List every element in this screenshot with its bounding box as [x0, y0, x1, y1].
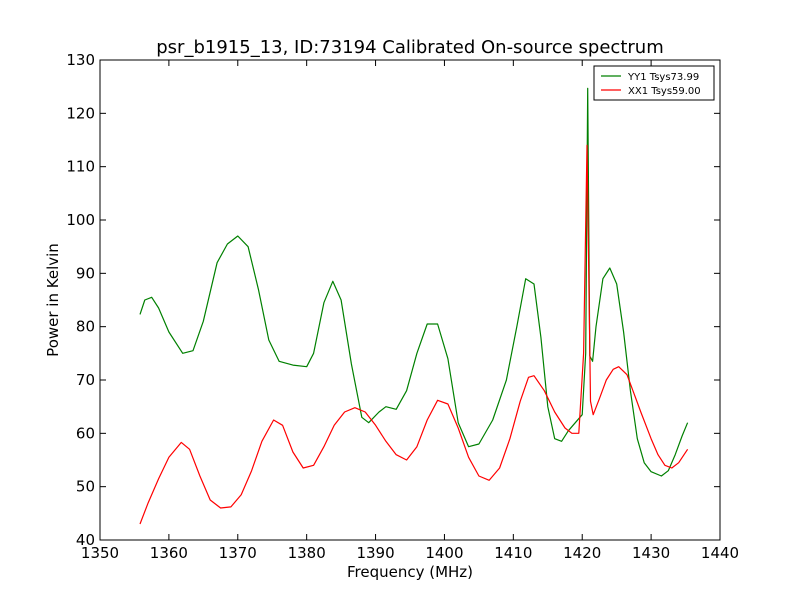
- y-tick-label: 90: [76, 264, 95, 282]
- y-tick-label: 80: [76, 318, 95, 336]
- x-tick-label: 1410: [494, 544, 532, 562]
- x-tick-label: 1440: [701, 544, 739, 562]
- plot-frame: [99, 59, 721, 541]
- x-tick-label: 1380: [288, 544, 326, 562]
- series-line-1: [139, 87, 689, 477]
- series-line-2: [139, 144, 689, 525]
- x-tick-label: 1400: [425, 544, 463, 562]
- x-tick-label: 1370: [219, 544, 257, 562]
- chart-title: psr_b1915_13, ID:73194 Calibrated On-sou…: [156, 37, 663, 58]
- y-tick-label: 130: [66, 51, 95, 69]
- y-tick-label: 70: [76, 371, 95, 389]
- x-tick-label: 1430: [632, 544, 670, 562]
- ticks-layer: 1350 1360 1370 1380 1390 1400 1410 1420 1430 1440…: [66, 51, 739, 562]
- y-tick-label: 40: [76, 531, 95, 549]
- x-tick-label: 1360: [150, 544, 188, 562]
- legend-label-2: XX1 Tsys59.00: [628, 86, 701, 97]
- series-layer: [139, 87, 689, 525]
- x-tick-label: 1350: [81, 544, 119, 562]
- y-tick-label: 60: [76, 424, 95, 442]
- x-tick-label: 1390: [356, 544, 394, 562]
- legend: YY1 Tsys73.99 XX1 Tsys59.00: [593, 65, 715, 101]
- legend-label-1: YY1 Tsys73.99: [627, 72, 699, 83]
- legend-box: [593, 65, 715, 101]
- x-tick-label: 1420: [563, 544, 601, 562]
- x-axis-label: Frequency (MHz): [347, 563, 473, 581]
- y-axis-label: Power in Kelvin: [44, 243, 62, 357]
- y-tick-label: 100: [66, 211, 95, 229]
- y-tick-label: 110: [66, 158, 95, 176]
- y-tick-label: 50: [76, 478, 95, 496]
- y-tick-label: 120: [66, 104, 95, 122]
